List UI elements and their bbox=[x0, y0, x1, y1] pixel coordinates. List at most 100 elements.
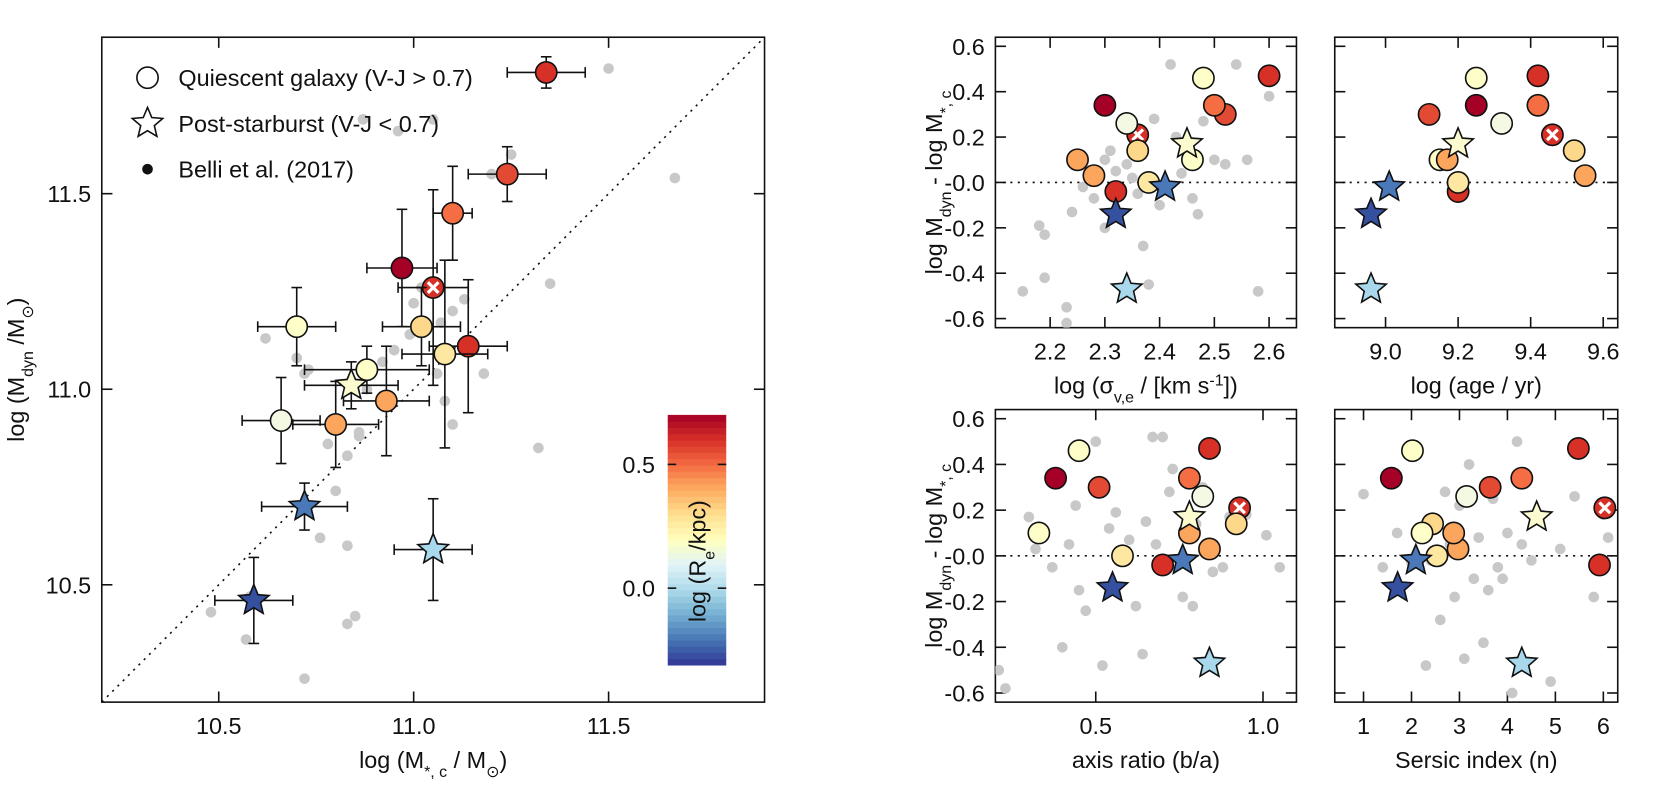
data-point bbox=[1358, 488, 1369, 500]
data-point bbox=[1151, 553, 1175, 577]
data-point bbox=[392, 125, 404, 137]
colorbar-band bbox=[667, 596, 727, 604]
data-point bbox=[1061, 301, 1072, 313]
data-point bbox=[1097, 660, 1108, 671]
data-point bbox=[1095, 569, 1130, 603]
data-point bbox=[1377, 561, 1389, 573]
data-point bbox=[1115, 112, 1139, 135]
data-point bbox=[1463, 459, 1475, 470]
data-point bbox=[390, 256, 414, 280]
colorbar-band bbox=[667, 589, 727, 597]
label-subscript: dyn bbox=[20, 351, 37, 377]
data-point bbox=[1132, 188, 1144, 200]
data-point bbox=[1033, 220, 1045, 231]
data-point bbox=[1046, 561, 1058, 573]
colorbar-band bbox=[667, 508, 727, 516]
data-point bbox=[1506, 687, 1518, 699]
data-point bbox=[285, 315, 309, 339]
data-point bbox=[287, 488, 322, 522]
data-point bbox=[1061, 317, 1072, 328]
x-tick-label: 2.5 bbox=[1198, 339, 1231, 365]
data-point bbox=[447, 419, 458, 430]
data-point bbox=[1030, 543, 1041, 555]
data-point bbox=[447, 305, 458, 317]
colorbar-tick-label: 0.5 bbox=[622, 452, 655, 478]
x-axis-label: axis ratio (b/a) bbox=[1072, 747, 1220, 773]
data-point bbox=[1224, 512, 1248, 536]
colorbar-band bbox=[667, 564, 727, 572]
data-point bbox=[603, 63, 614, 74]
data-point bbox=[1526, 93, 1550, 117]
data-point bbox=[1497, 573, 1508, 585]
colorbar-band bbox=[667, 583, 727, 591]
data-point bbox=[1044, 466, 1068, 490]
data-point bbox=[1554, 543, 1566, 555]
data-point bbox=[1372, 168, 1407, 202]
x-axis-label: Sersic index (n) bbox=[1395, 747, 1558, 773]
colorbar-band bbox=[667, 496, 727, 504]
label-text: ]) bbox=[1224, 373, 1238, 399]
data-point bbox=[995, 664, 1005, 676]
colorbar-band bbox=[667, 639, 727, 647]
data-point bbox=[1410, 521, 1434, 545]
data-point bbox=[1088, 193, 1100, 204]
data-point bbox=[1165, 59, 1176, 70]
legend-marker bbox=[142, 163, 153, 175]
colorbar-band bbox=[667, 602, 727, 610]
label-text: / [km s bbox=[1134, 373, 1209, 399]
label-text: ) bbox=[499, 747, 507, 773]
data-point bbox=[1510, 466, 1534, 490]
y-tick-label: -0.0 bbox=[944, 543, 984, 569]
data-point bbox=[1434, 614, 1446, 626]
data-point bbox=[1056, 641, 1068, 653]
data-point bbox=[1039, 229, 1050, 240]
label-subscript: dyn bbox=[938, 565, 955, 591]
data-point bbox=[1073, 584, 1085, 596]
colorbar-band bbox=[667, 446, 727, 454]
colorbar-band bbox=[667, 558, 727, 566]
data-point bbox=[1353, 196, 1389, 229]
colorbar-band bbox=[667, 527, 727, 535]
data-point bbox=[1468, 573, 1480, 585]
y-tick-label: -0.6 bbox=[944, 306, 984, 332]
data-point bbox=[1440, 125, 1476, 159]
data-point bbox=[355, 358, 379, 382]
data-point bbox=[1150, 539, 1162, 550]
data-point bbox=[1478, 637, 1489, 649]
legend-label: Belli et al. (2017) bbox=[178, 157, 354, 183]
data-point bbox=[1126, 172, 1138, 184]
data-point bbox=[1566, 436, 1590, 460]
data-point bbox=[1198, 115, 1209, 127]
y-tick-label: 11.0 bbox=[47, 377, 91, 403]
data-point bbox=[1187, 193, 1198, 204]
label-text: log (σ bbox=[1054, 373, 1115, 399]
data-point bbox=[1087, 475, 1111, 499]
colorbar-band bbox=[667, 414, 727, 422]
colorbar-band bbox=[667, 539, 727, 547]
data-point bbox=[1121, 158, 1133, 170]
label-text: ) bbox=[3, 298, 29, 306]
data-point bbox=[1482, 584, 1494, 596]
x-tick-label: 2.4 bbox=[1143, 339, 1176, 365]
data-point bbox=[1093, 93, 1117, 117]
colorbar-band bbox=[667, 646, 727, 654]
data-point bbox=[1442, 521, 1466, 545]
cross-mark bbox=[426, 281, 440, 294]
cross-mark bbox=[1598, 501, 1612, 515]
colorbar-band bbox=[667, 464, 727, 472]
data-point bbox=[410, 315, 433, 339]
data-point bbox=[334, 367, 369, 400]
colorbar-tick-label: 0.0 bbox=[622, 576, 655, 602]
data-point bbox=[1172, 498, 1207, 532]
data-point bbox=[1105, 145, 1116, 157]
data-point bbox=[1191, 484, 1215, 508]
data-point bbox=[1109, 271, 1144, 304]
data-point bbox=[1573, 164, 1597, 188]
colorbar-band bbox=[667, 621, 727, 629]
x-tick-label: 1 bbox=[1357, 713, 1370, 739]
colorbar-band bbox=[667, 452, 727, 460]
data-point bbox=[1137, 240, 1149, 252]
data-point bbox=[1252, 286, 1264, 297]
data-point bbox=[1063, 539, 1075, 550]
data-point bbox=[1261, 529, 1272, 541]
